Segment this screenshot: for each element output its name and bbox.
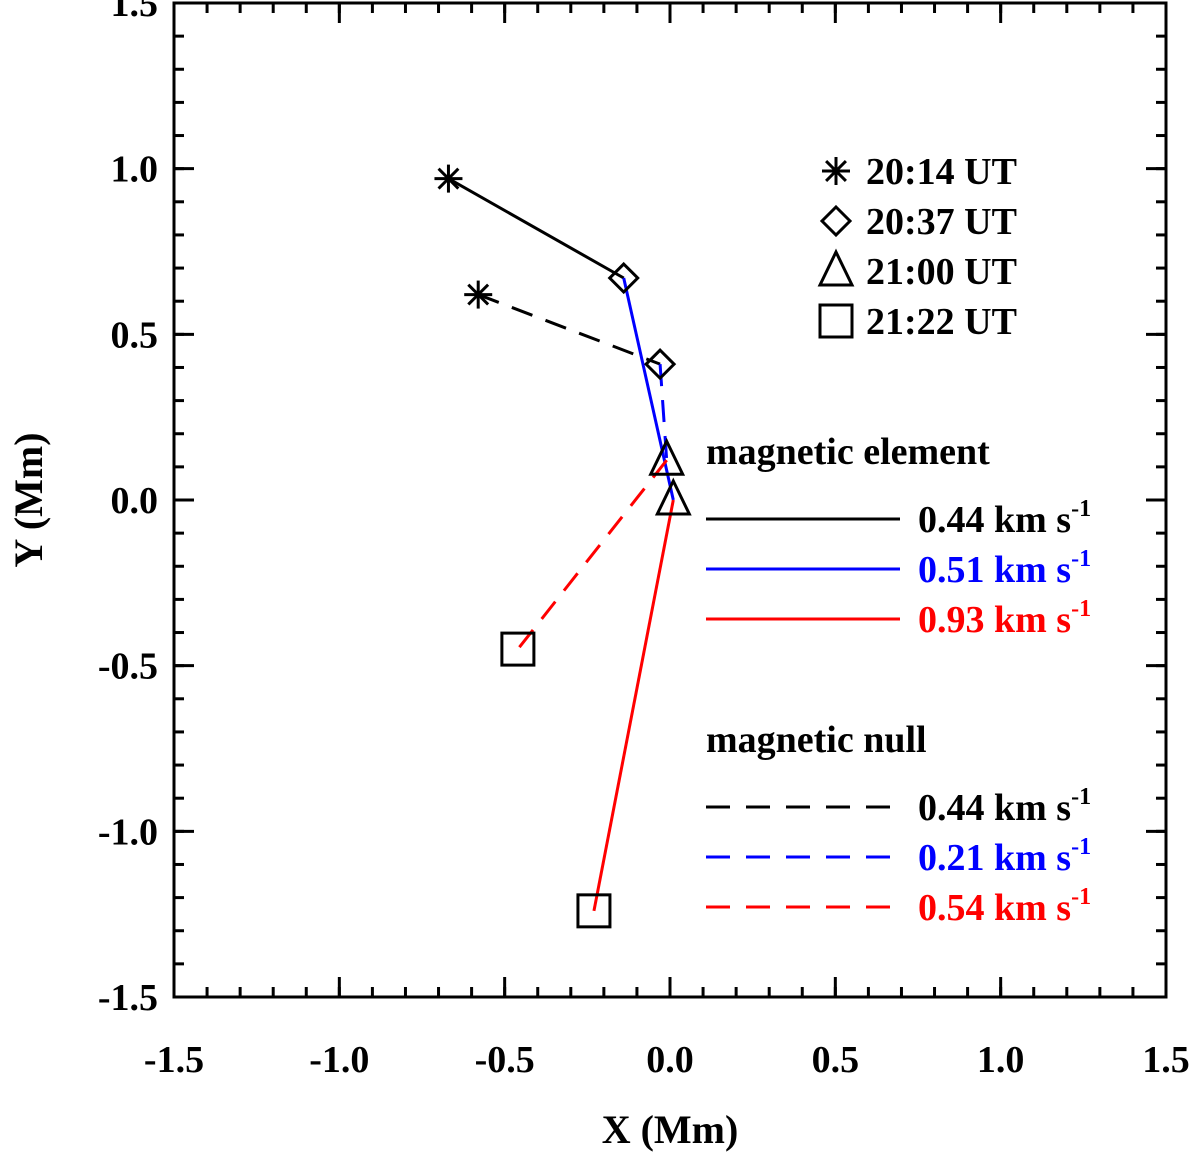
- x-tick-label: 1.5: [1142, 1039, 1190, 1081]
- square-icon: [576, 893, 612, 929]
- diamond-shape: [607, 261, 640, 295]
- y-tick-label: 1.5: [111, 0, 159, 25]
- x-axis-label: X (Mm): [602, 1107, 739, 1152]
- track-segment: [447, 177, 625, 280]
- track-magnetic-element: [434, 164, 692, 929]
- speed-legend-label: 0.93 km s-1: [918, 596, 1091, 641]
- diamond-shape: [643, 348, 677, 381]
- time-legend-label: 21:22 UT: [866, 301, 1017, 343]
- speed-legend-entry: 0.44 km s-1: [706, 496, 1091, 541]
- triangle-icon: [654, 477, 692, 516]
- speed-legend-label: 0.54 km s-1: [918, 884, 1091, 929]
- speed-legend-label: 0.44 km s-1: [918, 784, 1091, 829]
- triangle-shape: [654, 477, 692, 516]
- triangle-icon: [648, 437, 686, 476]
- speed-legend-entry: 0.54 km s-1: [706, 884, 1091, 929]
- x-tick-label: 0.5: [812, 1039, 860, 1081]
- asterisk-stroke: [437, 167, 460, 190]
- triangle-shape: [817, 248, 855, 287]
- speed-legend-entry: 0.93 km s-1: [706, 596, 1091, 641]
- y-tick-label: 1.0: [111, 149, 159, 191]
- asterisk-icon: [822, 157, 850, 185]
- x-tick-label: 0.0: [646, 1039, 694, 1081]
- triangle-icon: [817, 248, 855, 287]
- y-tick-label: -0.5: [98, 646, 158, 688]
- speed-legend-entry: 0.44 km s-1: [706, 784, 1091, 829]
- time-legend-label: 20:14 UT: [866, 151, 1017, 193]
- y-tick-label: 0.5: [111, 314, 159, 356]
- y-tick-label: -1.0: [98, 811, 158, 853]
- square-shape: [500, 631, 536, 667]
- diamond-icon: [607, 261, 640, 295]
- speed-legend: magnetic element 0.44 km s-1 0.51 km s-1 0.…: [706, 431, 1091, 641]
- unit-exponent: -1: [1071, 884, 1091, 910]
- track-segment: [622, 277, 675, 501]
- triangle-shape: [648, 437, 686, 476]
- time-legend-label: 21:00 UT: [866, 251, 1017, 293]
- diamond-icon: [819, 204, 853, 238]
- speed-legend-title: magnetic element: [706, 431, 990, 473]
- track-segment: [516, 459, 668, 651]
- time-legend-label: 20:37 UT: [866, 201, 1017, 243]
- speed-legend-entry: 0.51 km s-1: [706, 546, 1091, 591]
- speed-legend-title: magnetic null: [706, 719, 927, 761]
- asterisk-icon: [434, 164, 463, 193]
- x-tick-label: -1.5: [144, 1039, 204, 1081]
- x-tick-label: -1.0: [309, 1039, 369, 1081]
- time-legend-entry: 21:00 UT: [817, 248, 1017, 293]
- plot-area: [434, 164, 692, 929]
- y-tick-label: 0.0: [111, 480, 159, 522]
- axes: -1.5 -1.0 -0.5 0.0 0.5 1.0 1.5 -1.5 -1.0 -0.5 0.0 0…: [6, 0, 1190, 1152]
- square-shape: [576, 893, 612, 929]
- unit-exponent: -1: [1071, 546, 1091, 572]
- unit-exponent: -1: [1071, 496, 1091, 522]
- x-tick-label: -0.5: [475, 1039, 535, 1081]
- unit-exponent: -1: [1071, 784, 1091, 810]
- y-axis-label: Y (Mm): [6, 432, 51, 567]
- time-legend-entry: 20:14 UT: [822, 151, 1017, 193]
- speed-legend: magnetic null 0.44 km s-1 0.21 km s-1 0.54 …: [706, 719, 1091, 929]
- track-segment: [477, 293, 661, 366]
- asterisk-icon: [464, 280, 493, 309]
- unit-exponent: -1: [1071, 596, 1091, 622]
- speed-legend-label: 0.51 km s-1: [918, 546, 1091, 591]
- speed-legend-entry: 0.21 km s-1: [706, 834, 1091, 879]
- asterisk-stroke: [467, 283, 490, 306]
- square-icon: [500, 631, 536, 667]
- x-tick-label: 1.0: [977, 1039, 1025, 1081]
- diamond-icon: [643, 348, 677, 381]
- track-magnetic-null: [464, 280, 686, 667]
- legends: 20:14 UT 20:37 UT 21:00 UT 21:22 UT magnetic…: [706, 151, 1091, 929]
- unit-exponent: -1: [1071, 834, 1091, 860]
- y-tick-label: -1.5: [98, 977, 158, 1019]
- track-segment: [592, 499, 675, 912]
- speed-legend-label: 0.21 km s-1: [918, 834, 1091, 879]
- time-legend-entry: 20:37 UT: [819, 201, 1017, 243]
- speed-legend-label: 0.44 km s-1: [918, 496, 1091, 541]
- time-legend: 20:14 UT 20:37 UT 21:00 UT 21:22 UT: [817, 151, 1017, 343]
- square-icon: [818, 303, 854, 339]
- diamond-shape: [819, 204, 853, 238]
- asterisk-stroke: [825, 160, 847, 182]
- time-legend-entry: 21:22 UT: [818, 301, 1017, 343]
- square-shape: [818, 303, 854, 339]
